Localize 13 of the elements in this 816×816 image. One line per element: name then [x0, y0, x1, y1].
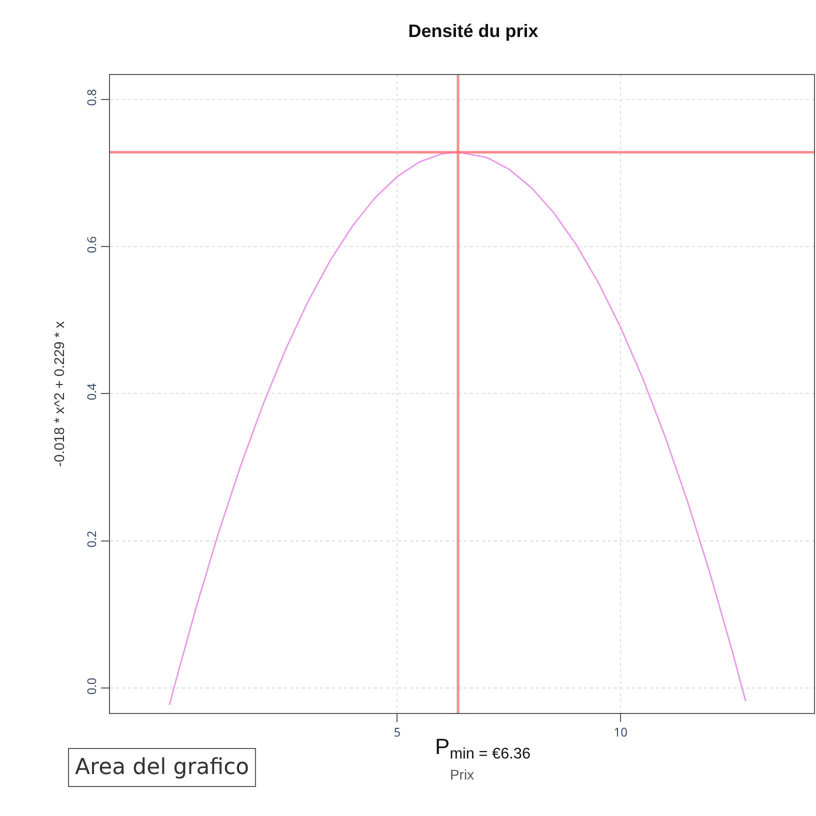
y-tick-label: 0.2	[83, 530, 100, 548]
y-tick-label: 0.6	[83, 236, 100, 254]
chart-title: Densité du prix	[408, 21, 538, 42]
y-tick-label: 0.8	[83, 88, 100, 106]
x-tick-label: 5	[394, 723, 401, 740]
x-tick-label: 10	[614, 723, 628, 740]
text: P$_{min = €6.36}$	[435, 734, 531, 763]
y-axis-title: -0.018 * x^2 + 0.229 * x	[50, 321, 67, 467]
y-tick-label: 0.0	[83, 678, 100, 695]
y-tick-label: 0.4	[83, 383, 100, 400]
line-series	[168, 152, 746, 706]
x-axis-title: Prix	[450, 766, 474, 783]
text: Area del grafico	[75, 755, 250, 780]
